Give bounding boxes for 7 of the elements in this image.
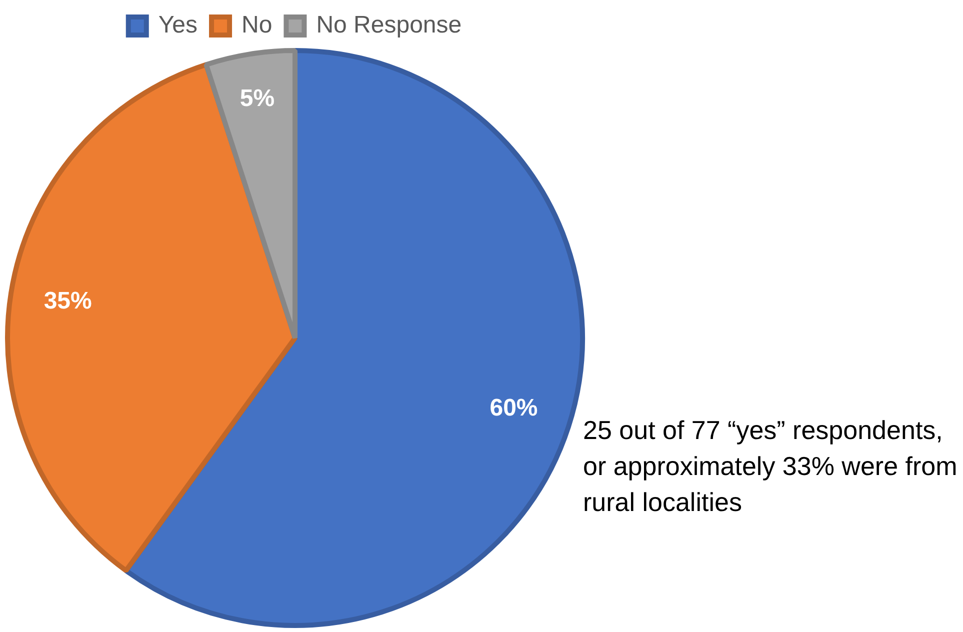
data-label: 60%: [490, 394, 538, 422]
legend-label: No: [242, 12, 272, 39]
legend-label: Yes: [158, 12, 198, 39]
text: 25 out of 77 “yes” respondents, or approximately 33% were from rural localities: [583, 414, 958, 519]
data-label: 35%: [44, 288, 92, 315]
legend-label: No Response: [316, 12, 462, 39]
data-label: 5%: [240, 85, 275, 112]
